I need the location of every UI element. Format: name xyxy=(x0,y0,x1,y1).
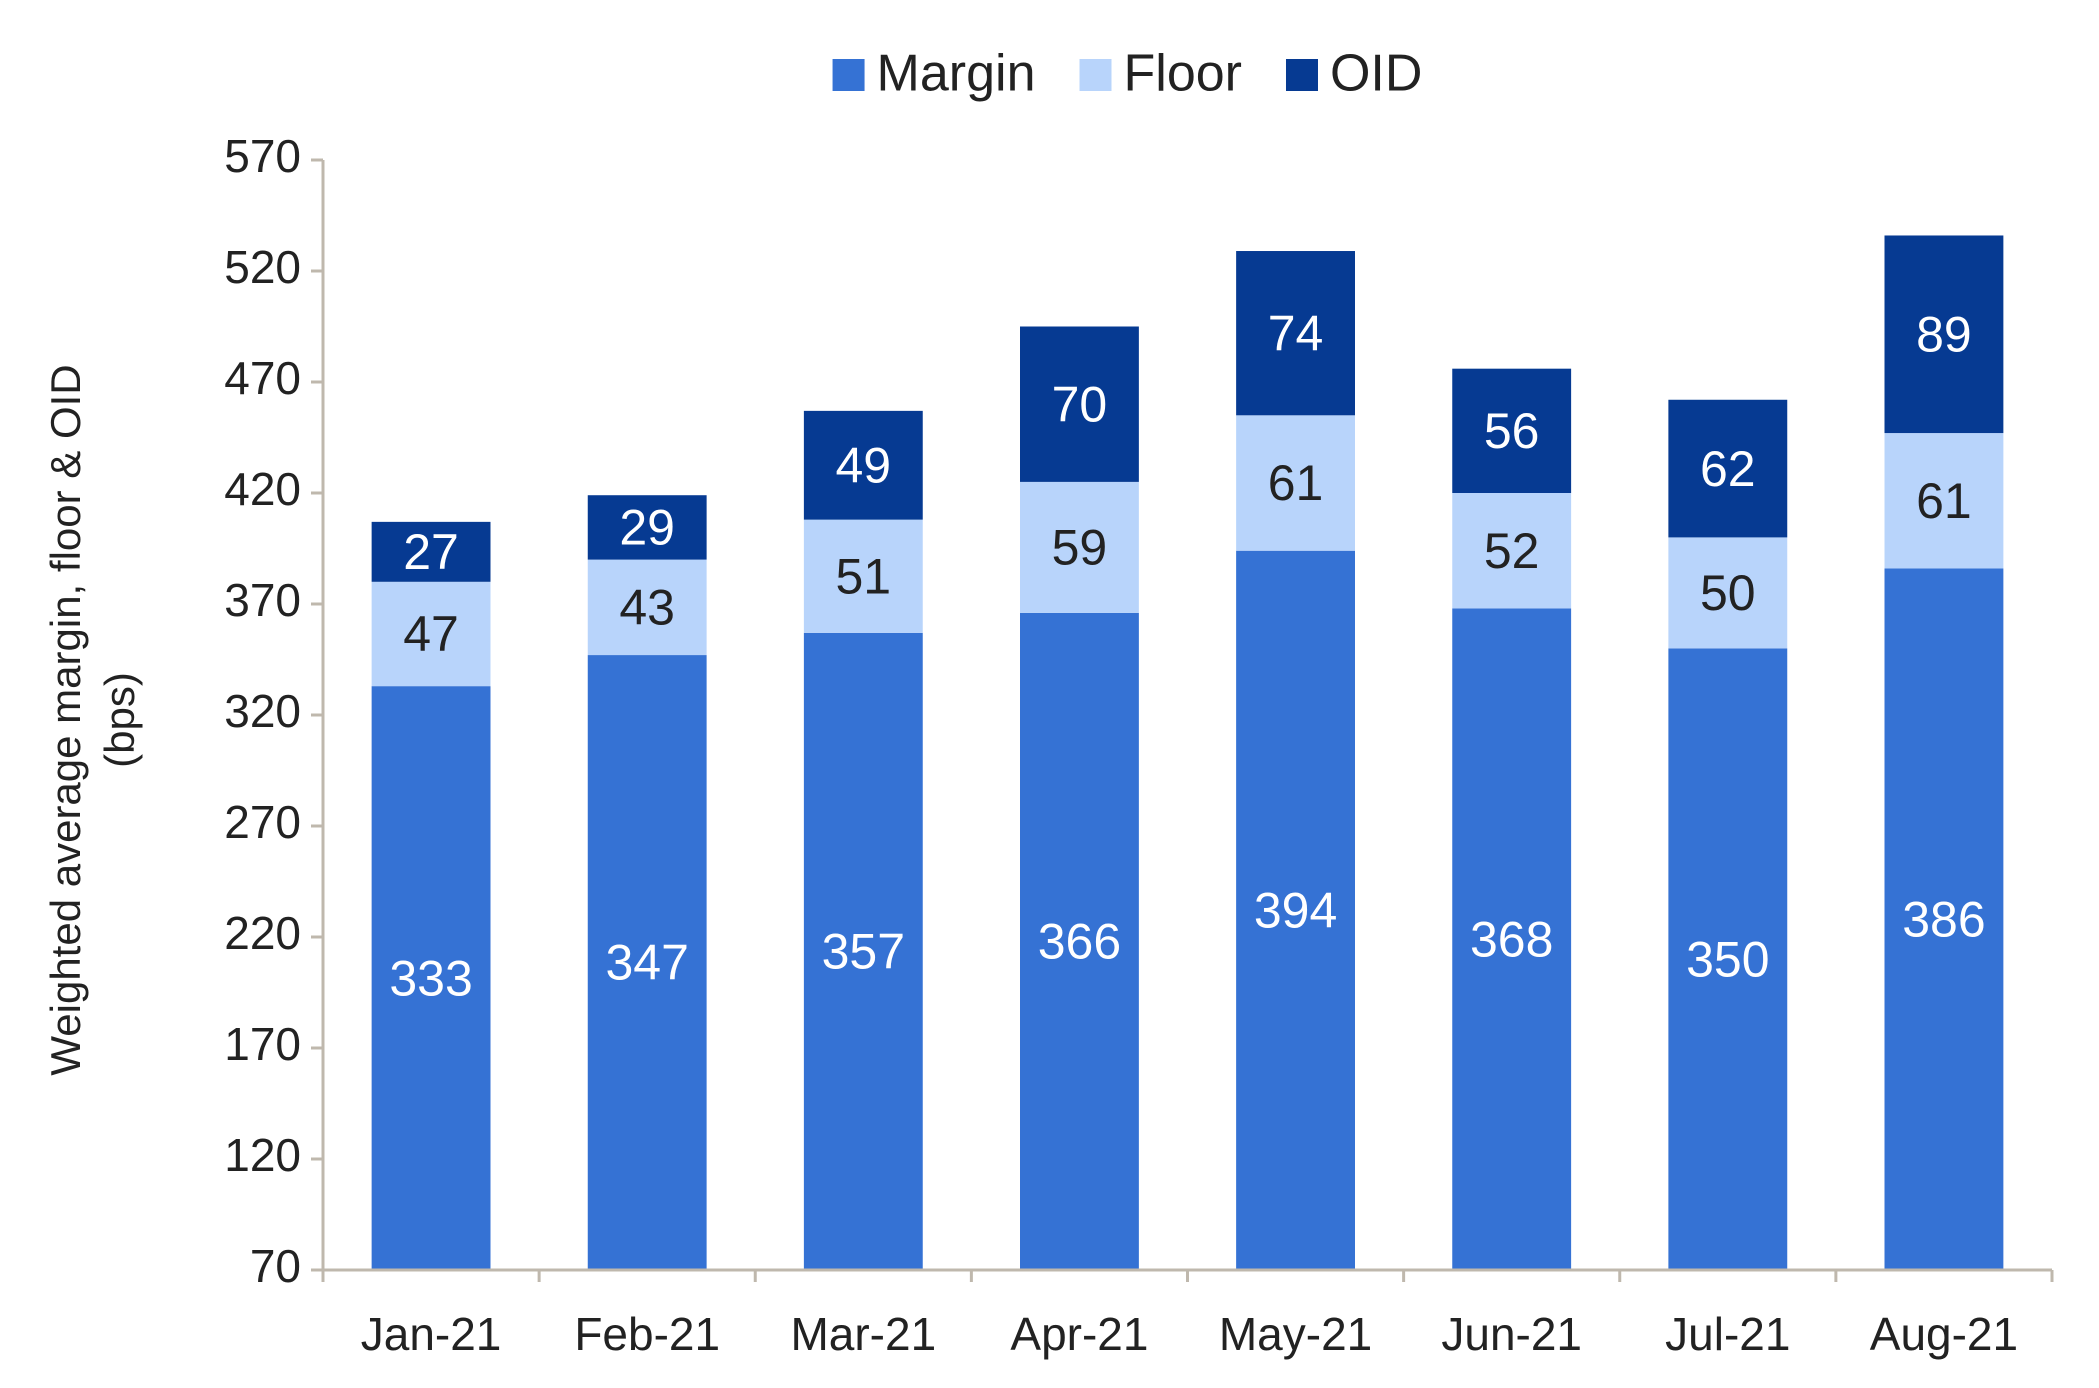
bar-segment xyxy=(1884,568,2004,1270)
data-label: 43 xyxy=(619,580,675,636)
bar-segment xyxy=(803,519,923,633)
legend-label: Floor xyxy=(1124,45,1242,103)
bar-segment xyxy=(1452,368,1572,493)
data-label: 61 xyxy=(1916,473,1972,529)
y-tick-label: 470 xyxy=(224,352,301,404)
bar-segment xyxy=(587,559,707,656)
bar-segment xyxy=(1020,326,1139,482)
y-tick-label: 120 xyxy=(224,1129,301,1181)
bar-segment xyxy=(803,632,923,1270)
bar-segment xyxy=(587,655,707,1270)
bar-segment xyxy=(1236,550,1355,1270)
x-tick-label: Mar-21 xyxy=(790,1308,936,1360)
data-label: 52 xyxy=(1484,523,1540,579)
data-label: 47 xyxy=(403,606,459,662)
data-label: 394 xyxy=(1254,883,1337,939)
data-label: 347 xyxy=(605,935,688,991)
y-axis-title-line: Weighted average margin, floor & OID xyxy=(42,364,89,1075)
data-label: 333 xyxy=(389,950,472,1006)
data-label: 51 xyxy=(836,548,892,604)
x-tick-label: May-21 xyxy=(1219,1308,1372,1360)
y-tick-label: 320 xyxy=(224,685,301,737)
y-tick-label: 370 xyxy=(224,574,301,626)
bar-segment xyxy=(1452,493,1572,609)
x-tick-label: Apr-21 xyxy=(1010,1308,1148,1360)
data-label: 74 xyxy=(1268,305,1324,361)
x-tick-label: Feb-21 xyxy=(574,1308,720,1360)
data-label: 350 xyxy=(1686,931,1769,987)
data-label: 368 xyxy=(1470,911,1553,967)
y-tick-label: 520 xyxy=(224,241,301,293)
bar-segment xyxy=(1236,415,1355,551)
x-tick-label: Jul-21 xyxy=(1665,1308,1790,1360)
legend-swatch xyxy=(1079,59,1112,91)
legend-label: Margin xyxy=(877,45,1036,103)
data-label: 366 xyxy=(1038,914,1121,970)
data-label: 89 xyxy=(1916,306,1972,362)
y-tick-label: 270 xyxy=(224,796,301,848)
legend: Margin Floor OID xyxy=(832,45,1422,103)
bar-segment xyxy=(1236,251,1355,416)
bar-segment xyxy=(371,581,491,687)
y-tick-label: 70 xyxy=(250,1240,301,1292)
y-tick-label: 570 xyxy=(224,130,301,182)
bar-segment xyxy=(1020,612,1139,1270)
y-axis-title: Weighted average margin, floor & OID (bp… xyxy=(42,364,143,1075)
data-label: 70 xyxy=(1052,376,1108,432)
data-label: 61 xyxy=(1268,455,1324,511)
bar-segment xyxy=(803,410,923,520)
y-tick-label: 420 xyxy=(224,463,301,515)
x-tick-label: Jun-21 xyxy=(1441,1308,1582,1360)
bar-segment xyxy=(1668,399,1788,538)
data-label: 56 xyxy=(1484,403,1540,459)
legend-label: OID xyxy=(1330,45,1422,103)
y-axis-title-line: (bps) xyxy=(96,672,143,768)
data-label: 59 xyxy=(1052,520,1108,576)
bar-segment xyxy=(1452,608,1572,1270)
data-label: 27 xyxy=(403,524,459,580)
x-tick-label: Aug-21 xyxy=(1870,1308,2018,1360)
bar-segment xyxy=(1668,648,1788,1270)
bar-segment xyxy=(1668,537,1788,649)
legend-swatch xyxy=(1285,59,1318,91)
data-label: 49 xyxy=(836,437,892,493)
bar-segment xyxy=(1020,481,1139,613)
data-label: 50 xyxy=(1700,565,1756,621)
bar-segment xyxy=(371,521,491,582)
y-tick-label: 170 xyxy=(224,1018,301,1070)
bar-segment xyxy=(371,686,491,1270)
data-label: 357 xyxy=(822,924,905,980)
bar-segment xyxy=(1884,235,2004,434)
bar-segment xyxy=(1884,433,2004,569)
bar-segment xyxy=(587,495,707,560)
data-label: 62 xyxy=(1700,441,1756,497)
y-tick-label: 220 xyxy=(224,907,301,959)
x-tick-label: Jan-21 xyxy=(361,1308,502,1360)
data-label: 386 xyxy=(1902,891,1985,947)
legend-swatch xyxy=(832,59,865,91)
data-label: 29 xyxy=(619,500,675,556)
